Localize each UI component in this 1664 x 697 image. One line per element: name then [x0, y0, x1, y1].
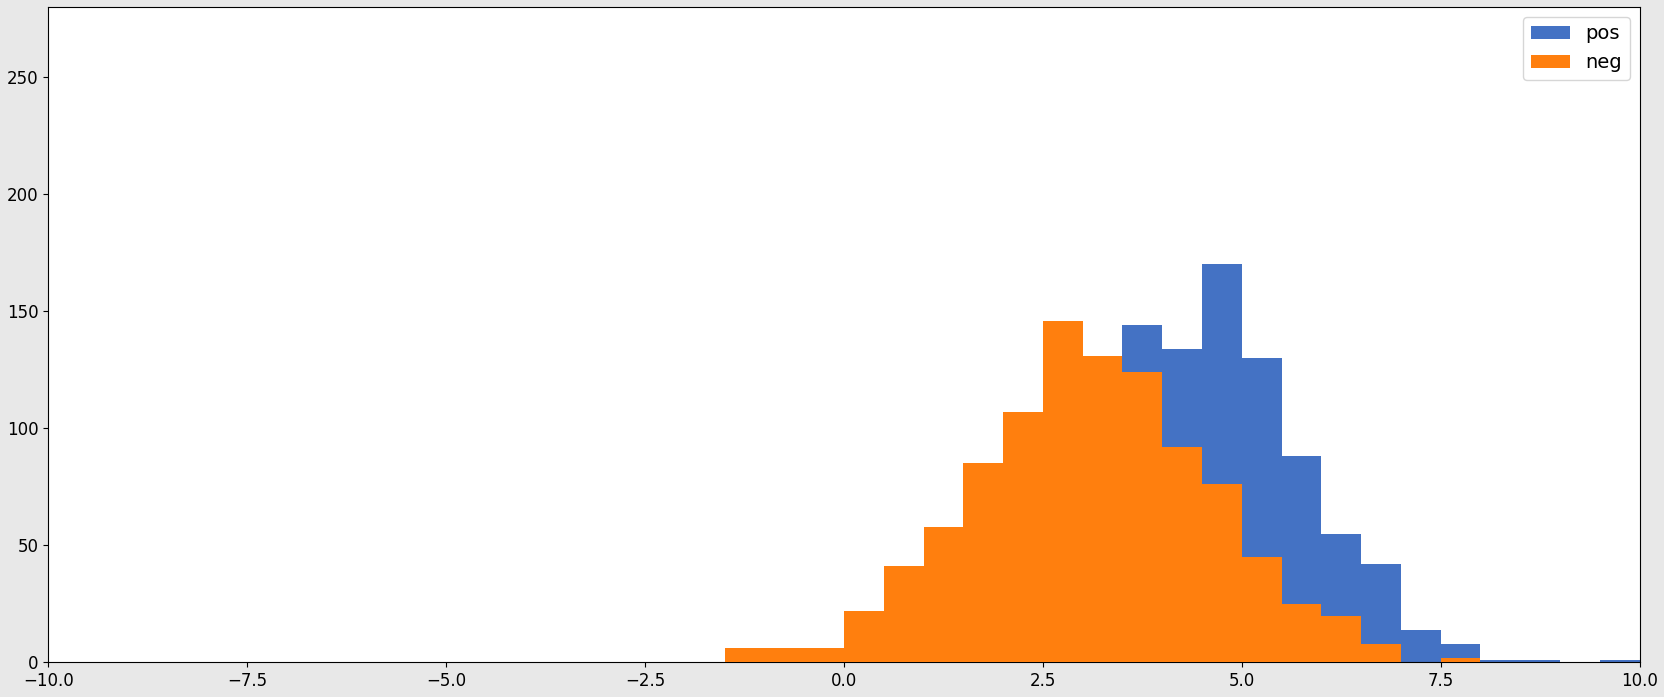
Bar	[1359, 643, 1399, 662]
Bar	[963, 464, 1002, 662]
Bar	[884, 660, 924, 662]
Bar	[1321, 534, 1359, 662]
Bar	[1082, 436, 1122, 662]
Bar	[963, 629, 1002, 662]
Bar	[884, 567, 924, 662]
Bar	[1439, 643, 1479, 662]
Bar	[1599, 660, 1639, 662]
Bar	[1281, 457, 1321, 662]
Bar	[1241, 557, 1281, 662]
Bar	[804, 648, 844, 662]
Bar	[844, 611, 884, 662]
Bar	[1439, 658, 1479, 662]
Bar	[1479, 660, 1519, 662]
Bar	[1201, 484, 1241, 662]
Bar	[1281, 604, 1321, 662]
Bar	[1002, 412, 1042, 662]
Bar	[1201, 264, 1241, 662]
Bar	[764, 648, 804, 662]
Bar	[844, 660, 884, 662]
Bar	[1002, 595, 1042, 662]
Bar	[1321, 615, 1359, 662]
Bar	[1042, 508, 1082, 662]
Bar	[1399, 629, 1439, 662]
Bar	[1122, 325, 1161, 662]
Bar	[1519, 660, 1559, 662]
Bar	[924, 526, 963, 662]
Bar	[724, 648, 764, 662]
Bar	[1359, 564, 1399, 662]
Bar	[1042, 321, 1082, 662]
Bar	[1082, 355, 1122, 662]
Legend: pos, neg: pos, neg	[1523, 17, 1629, 80]
Bar	[1161, 447, 1201, 662]
Bar	[1241, 358, 1281, 662]
Bar	[1161, 348, 1201, 662]
Bar	[1122, 372, 1161, 662]
Bar	[924, 653, 963, 662]
